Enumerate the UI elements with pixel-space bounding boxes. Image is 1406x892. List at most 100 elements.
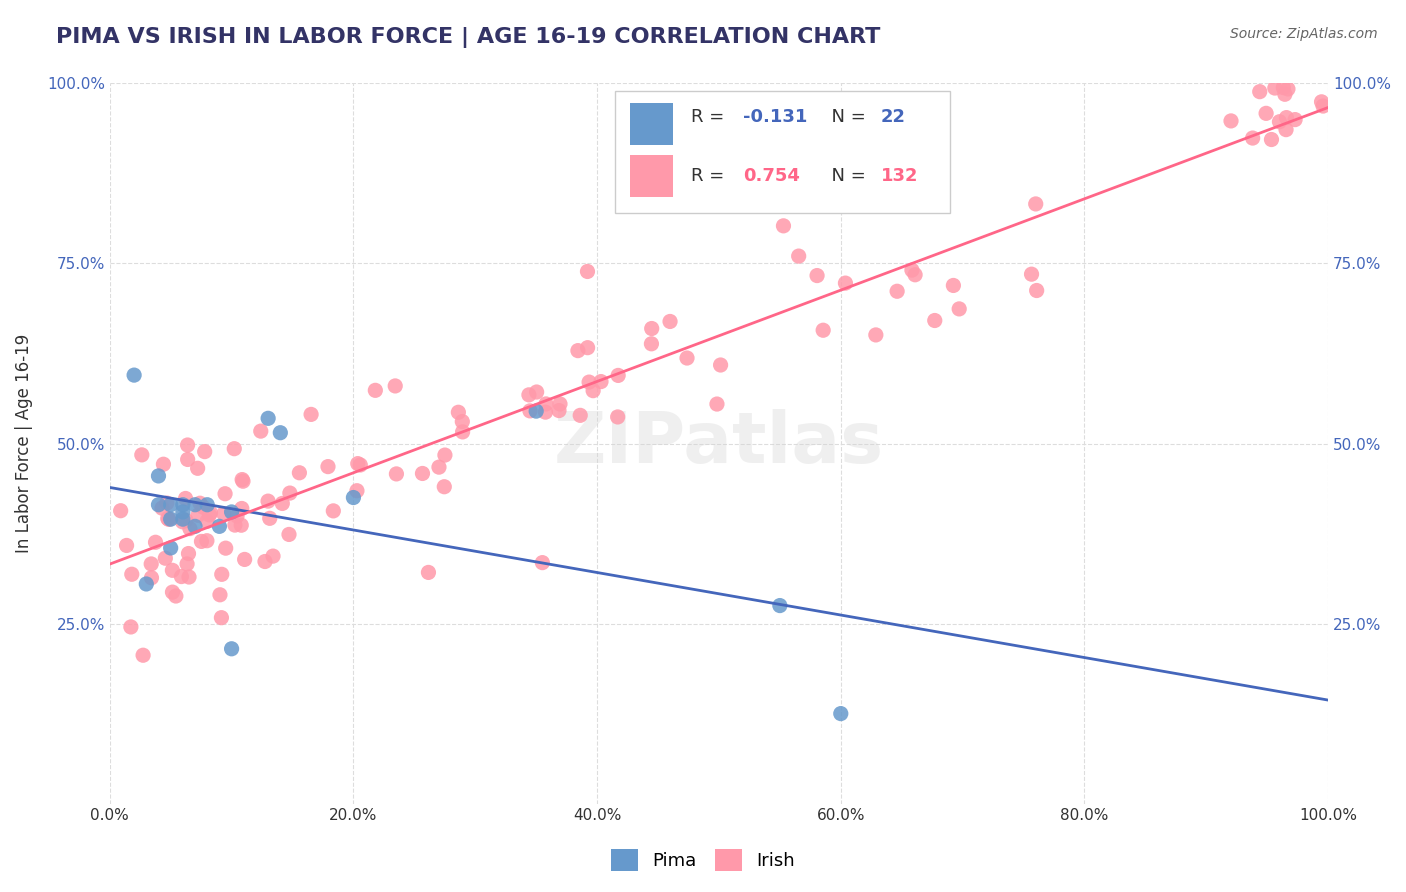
Point (174, 513, 197, 527)
Point (433, 448, 456, 462)
Point (177, 570, 200, 584)
Point (165, 589, 187, 603)
Point (156, 496, 179, 510)
Point (148, 498, 170, 512)
Point (209, 610, 232, 624)
Point (253, 555, 276, 569)
Point (706, 397, 728, 411)
Text: PIMA VS IRISH IN LABOR FORCE | AGE 16-19 CORRELATION CHART: PIMA VS IRISH IN LABOR FORCE | AGE 16-19… (56, 27, 880, 48)
Point (198, 508, 221, 522)
Point (150, 501, 173, 516)
Point (115, 538, 138, 552)
Text: R =: R = (690, 167, 730, 185)
Point (641, 321, 664, 335)
Text: 132: 132 (882, 167, 918, 185)
Point (122, 368, 145, 383)
Point (233, 552, 256, 566)
Point (176, 557, 198, 571)
Point (433, 480, 456, 494)
Point (534, 397, 557, 411)
Text: 0.754: 0.754 (744, 167, 800, 185)
Point (141, 571, 163, 585)
Point (531, 556, 554, 570)
Point (195, 498, 218, 512)
Point (145, 535, 167, 549)
Point (1264, 81, 1286, 95)
Point (346, 457, 368, 471)
Point (172, 515, 194, 529)
Point (135, 577, 157, 591)
Point (177, 547, 200, 561)
Point (349, 458, 371, 472)
Point (1310, 95, 1333, 109)
Point (1260, 132, 1282, 146)
Point (187, 508, 209, 523)
Point (257, 494, 280, 508)
Point (221, 505, 243, 519)
Point (576, 264, 599, 278)
Point (214, 487, 236, 501)
Point (215, 541, 238, 556)
Point (162, 563, 184, 577)
Point (942, 278, 965, 293)
Point (1268, 114, 1291, 128)
Point (195, 533, 218, 548)
FancyBboxPatch shape (630, 103, 672, 145)
Point (155, 551, 177, 566)
Point (132, 648, 155, 663)
Point (259, 511, 281, 525)
Text: R =: R = (690, 108, 730, 127)
Point (886, 285, 908, 299)
Point (208, 588, 231, 602)
Point (582, 384, 605, 398)
Point (1025, 284, 1047, 298)
Point (427, 460, 450, 475)
Point (176, 452, 198, 467)
Point (184, 498, 207, 512)
Point (834, 276, 856, 290)
Point (184, 519, 207, 533)
Point (322, 504, 344, 518)
Point (659, 314, 682, 328)
Point (159, 541, 181, 555)
Point (772, 219, 794, 233)
Point (231, 501, 253, 516)
Text: N =: N = (820, 108, 872, 127)
Point (278, 527, 301, 541)
Point (131, 448, 153, 462)
Point (342, 491, 364, 505)
Point (262, 549, 284, 563)
Point (526, 384, 548, 399)
Point (278, 486, 301, 500)
Point (200, 506, 222, 520)
Point (179, 522, 201, 536)
Point (170, 569, 193, 583)
Point (187, 461, 209, 475)
Point (548, 397, 571, 411)
Point (190, 534, 212, 549)
Point (948, 301, 970, 316)
Point (346, 483, 368, 498)
Point (769, 599, 792, 613)
Point (589, 375, 612, 389)
Point (159, 498, 181, 512)
Point (194, 444, 217, 458)
Point (1220, 114, 1243, 128)
Point (271, 496, 294, 510)
Point (152, 457, 174, 471)
Point (299, 408, 322, 422)
Point (806, 268, 828, 283)
Point (811, 323, 834, 337)
Point (1284, 112, 1306, 127)
Point (524, 404, 547, 418)
Point (212, 507, 235, 521)
Point (865, 327, 887, 342)
Point (316, 459, 339, 474)
Point (1312, 99, 1334, 113)
Point (578, 375, 600, 389)
Text: N =: N = (820, 167, 872, 185)
Point (174, 491, 197, 506)
Point (188, 496, 211, 510)
Point (172, 505, 194, 519)
Point (226, 509, 249, 524)
